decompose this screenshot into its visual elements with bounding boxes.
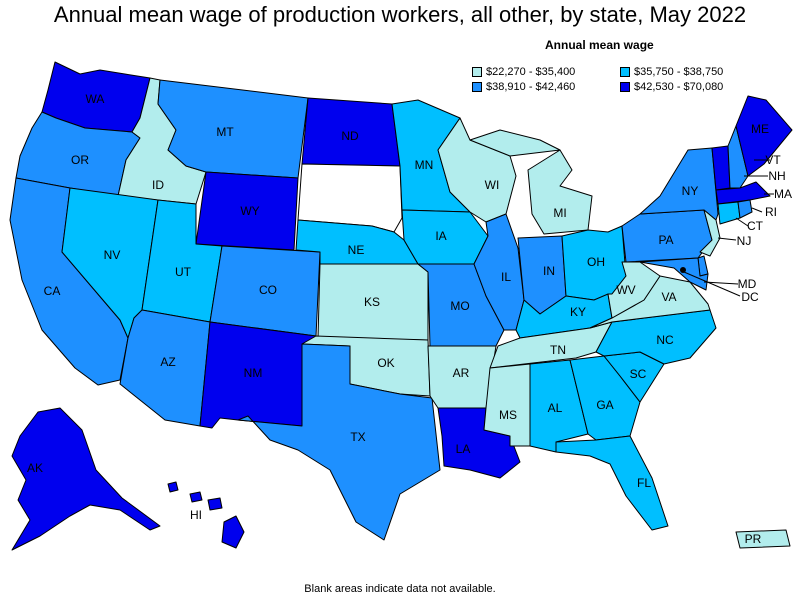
state-tx[interactable] (237, 343, 441, 541)
state-mi[interactable] (469, 129, 593, 235)
label-wi: WI (485, 178, 500, 192)
label-ar: AR (453, 366, 470, 380)
label-il: IL (501, 270, 511, 284)
label-ak: AK (27, 461, 43, 475)
leader-md (703, 281, 739, 285)
label-ga: GA (596, 398, 613, 412)
label-va: VA (661, 290, 676, 304)
legend-swatch-bin-0 (472, 67, 482, 77)
label-nj: NJ (737, 234, 752, 248)
label-ma: MA (774, 187, 792, 201)
label-ms: MS (499, 408, 517, 422)
label-vt: VT (765, 153, 781, 167)
label-or: OR (71, 153, 89, 167)
legend-swatch-bin-1 (620, 67, 630, 77)
leader-ct (735, 217, 749, 227)
state-wi[interactable] (437, 117, 517, 223)
label-tx: TX (350, 430, 365, 444)
state-ak[interactable] (11, 407, 161, 551)
state-nj[interactable] (699, 209, 721, 257)
label-sc: SC (630, 367, 647, 381)
label-md: MD (738, 277, 757, 291)
label-pa: PA (658, 233, 673, 247)
legend-item-bin-0: $22,270 - $35,400 (472, 66, 575, 78)
label-ks: KS (364, 295, 380, 309)
state-fl[interactable] (555, 435, 669, 531)
legend-swatch-bin-2 (472, 82, 482, 92)
state-il[interactable] (473, 213, 525, 331)
label-in: IN (543, 264, 555, 278)
state-pr[interactable] (735, 529, 791, 549)
state-ri[interactable] (737, 199, 753, 219)
state-ny[interactable] (639, 147, 719, 221)
state-labels: WA OR CA ID NV MT WY UT AZ CO NM ND NE K… (27, 92, 792, 546)
legend-label-bin-0: $22,270 - $35,400 (486, 66, 576, 78)
label-nd: ND (341, 129, 359, 143)
label-ok: OK (377, 356, 394, 370)
label-nh: NH (768, 169, 785, 183)
legend-label-bin-3: $42,530 - $70,080 (634, 81, 724, 93)
label-wy: WY (240, 204, 259, 218)
label-wv: WV (616, 283, 635, 297)
label-mt: MT (216, 125, 234, 139)
label-ia: IA (435, 229, 446, 243)
label-co: CO (259, 283, 277, 297)
label-ky: KY (570, 305, 586, 319)
label-ut: UT (175, 265, 192, 279)
state-ks[interactable] (317, 263, 429, 341)
state-mt[interactable] (157, 79, 309, 179)
label-mi: MI (553, 206, 566, 220)
label-ca: CA (44, 284, 61, 298)
footnote: Blank areas indicate data not available. (304, 583, 496, 595)
label-pr: PR (745, 532, 762, 546)
callout-leaders (683, 159, 774, 297)
label-ny: NY (682, 184, 699, 198)
label-ne: NE (348, 243, 365, 257)
label-wa: WA (86, 92, 105, 106)
legend-title: Annual mean wage (545, 38, 654, 52)
leader-dc (683, 271, 741, 297)
leader-ri (751, 207, 763, 213)
legend-item-bin-1: $35,750 - $38,750 (620, 66, 723, 78)
label-oh: OH (587, 255, 605, 269)
legend-label-bin-2: $38,910 - $42,460 (486, 81, 576, 93)
state-ct[interactable] (717, 201, 741, 225)
label-mn: MN (415, 158, 434, 172)
label-fl: FL (637, 476, 651, 490)
label-mo: MO (450, 299, 469, 313)
label-tn: TN (550, 343, 566, 357)
label-nc: NC (656, 333, 674, 347)
legend-item-bin-3: $42,530 - $70,080 (620, 81, 723, 93)
label-me: ME (751, 122, 769, 136)
state-nh[interactable] (727, 125, 749, 189)
label-ri: RI (765, 205, 777, 219)
label-nv: NV (104, 248, 121, 262)
legend-swatch-bin-3 (620, 82, 630, 92)
dc-marker (680, 267, 686, 273)
label-dc: DC (741, 290, 759, 304)
leader-nj (717, 237, 737, 241)
label-id: ID (152, 178, 164, 192)
label-ct: CT (747, 219, 764, 233)
label-hi: HI (190, 508, 202, 522)
legend-label-bin-1: $35,750 - $38,750 (634, 66, 724, 78)
state-hi[interactable] (167, 481, 245, 549)
map-title: Annual mean wage of production workers, … (53, 2, 747, 27)
label-al: AL (548, 401, 563, 415)
label-la: LA (456, 442, 471, 456)
legend-item-bin-2: $38,910 - $42,460 (472, 81, 575, 93)
label-nm: NM (244, 366, 263, 380)
label-az: AZ (160, 355, 175, 369)
